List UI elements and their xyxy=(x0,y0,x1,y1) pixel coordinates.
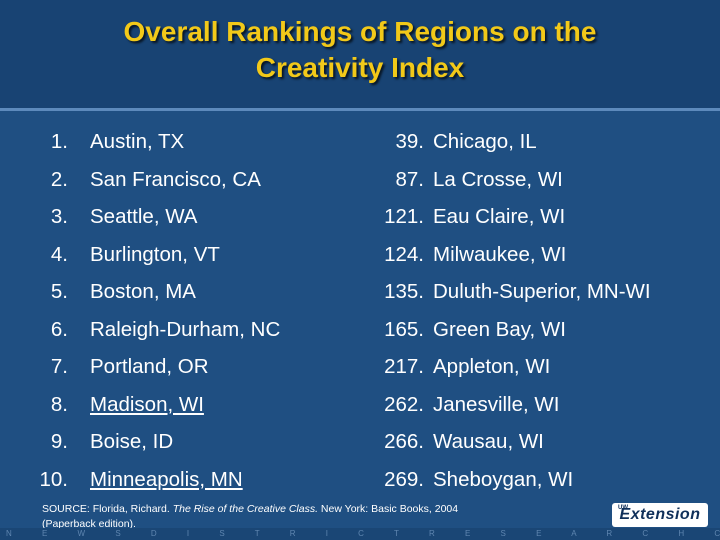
left-region-name: Raleigh-Durham, NC xyxy=(90,317,281,341)
slide-title-line-2: Creativity Index xyxy=(255,52,465,83)
right-region-name: Milwaukee, WI xyxy=(433,242,567,266)
ranking-row: 3. Seattle, WA 121. Eau Claire, WI xyxy=(0,205,720,237)
right-rank-number: 135. xyxy=(384,280,424,303)
left-region-name: Seattle, WA xyxy=(90,205,198,228)
source-citation: SOURCE: Florida, Richard. The Rise of th… xyxy=(42,502,562,532)
source-suffix: New York: Basic Books, 2004 xyxy=(318,503,459,515)
right-region-name: Chicago, IL xyxy=(433,130,537,153)
logo-text: Extension xyxy=(619,506,701,523)
right-rank-number: 121. xyxy=(384,205,424,228)
right-rank-number: 39. xyxy=(395,130,425,153)
left-rank-number: 10. xyxy=(39,467,69,491)
right-region-name: Duluth-Superior, MN-WI xyxy=(433,280,651,303)
left-rank-number: 8. xyxy=(50,392,68,416)
ranking-row: 4. Burlington, VT 124. Milwaukee, WI xyxy=(0,243,720,275)
ranking-row: 8. Madison, WI 262. Janesville, WI xyxy=(0,393,720,425)
left-rank-number: 5. xyxy=(50,280,68,303)
ranking-row: 10. Minneapolis, MN 269. Sheboygan, WI xyxy=(0,468,720,500)
ranking-row: 6. Raleigh-Durham, NC 165. Green Bay, WI xyxy=(0,318,720,350)
right-rank-number: 269. xyxy=(384,467,424,491)
ranking-row: 1. Austin, TX 39. Chicago, IL xyxy=(0,130,720,162)
right-rank-number: 87. xyxy=(395,167,425,191)
right-rank-number: 165. xyxy=(384,317,424,341)
uw-extension-logo: UW Extension xyxy=(612,503,708,527)
left-rank-number: 4. xyxy=(50,242,68,266)
footer-text: N E W S D I S T R I C T R E S E A R C H … xyxy=(6,529,720,538)
left-rank-number: 3. xyxy=(50,205,68,228)
right-rank-number: 217. xyxy=(384,355,424,378)
right-region-name: Green Bay, WI xyxy=(433,317,566,341)
left-region-name: Austin, TX xyxy=(90,130,185,153)
left-region-name: Boston, MA xyxy=(90,280,196,303)
left-rank-number: 2. xyxy=(50,167,68,191)
title-band xyxy=(0,0,720,108)
source-prefix: SOURCE: Florida, Richard. xyxy=(42,503,173,515)
title-divider xyxy=(0,108,720,111)
left-region-name: San Francisco, CA xyxy=(90,167,261,191)
left-region-name[interactable]: Minneapolis, MN xyxy=(90,467,243,491)
logo-uw-text: UW xyxy=(618,505,628,511)
right-region-name: Appleton, WI xyxy=(433,355,551,378)
right-rank-number: 124. xyxy=(384,242,424,266)
slide-title: Overall Rankings of Regions on the Creat… xyxy=(40,14,680,86)
right-region-name: Janesville, WI xyxy=(433,392,560,416)
ranking-row: 2. San Francisco, CA 87. La Crosse, WI xyxy=(0,168,720,200)
left-region-name: Portland, OR xyxy=(90,355,209,378)
footer-band: N E W S D I S T R I C T R E S E A R C H … xyxy=(0,528,720,540)
right-region-name: Eau Claire, WI xyxy=(433,205,566,228)
right-region-name: Sheboygan, WI xyxy=(433,467,574,491)
ranking-row: 9. Boise, ID 266. Wausau, WI xyxy=(0,430,720,462)
ranking-row: 5. Boston, MA 135. Duluth-Superior, MN-WI xyxy=(0,280,720,312)
slide-title-line-1: Overall Rankings of Regions on the xyxy=(123,16,597,47)
right-rank-number: 262. xyxy=(384,392,424,416)
left-rank-number: 9. xyxy=(50,430,68,453)
right-rank-number: 266. xyxy=(384,430,424,453)
left-region-name: Boise, ID xyxy=(90,430,174,453)
left-rank-number: 7. xyxy=(50,355,68,378)
source-line-2: (Paperback edition). xyxy=(42,518,136,530)
ranking-row: 7. Portland, OR 217. Appleton, WI xyxy=(0,355,720,387)
left-rank-number: 6. xyxy=(50,317,68,341)
right-region-name: Wausau, WI xyxy=(433,430,544,453)
left-region-name: Burlington, VT xyxy=(90,242,220,266)
left-rank-number: 1. xyxy=(50,130,68,153)
left-region-name[interactable]: Madison, WI xyxy=(90,392,204,416)
right-region-name: La Crosse, WI xyxy=(433,167,563,191)
source-book-title: The Rise of the Creative Class. xyxy=(172,503,319,515)
